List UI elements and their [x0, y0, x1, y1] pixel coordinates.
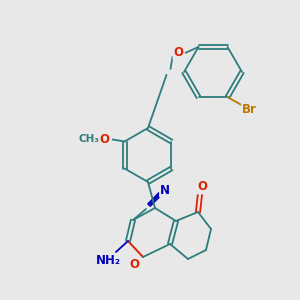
Text: CH₃: CH₃ — [78, 134, 99, 145]
Text: NH₂: NH₂ — [95, 254, 121, 268]
Text: O: O — [173, 46, 184, 59]
Text: Br: Br — [242, 103, 257, 116]
Text: O: O — [100, 133, 110, 146]
Text: O: O — [197, 181, 207, 194]
Text: O: O — [129, 259, 139, 272]
Text: N: N — [160, 184, 170, 196]
